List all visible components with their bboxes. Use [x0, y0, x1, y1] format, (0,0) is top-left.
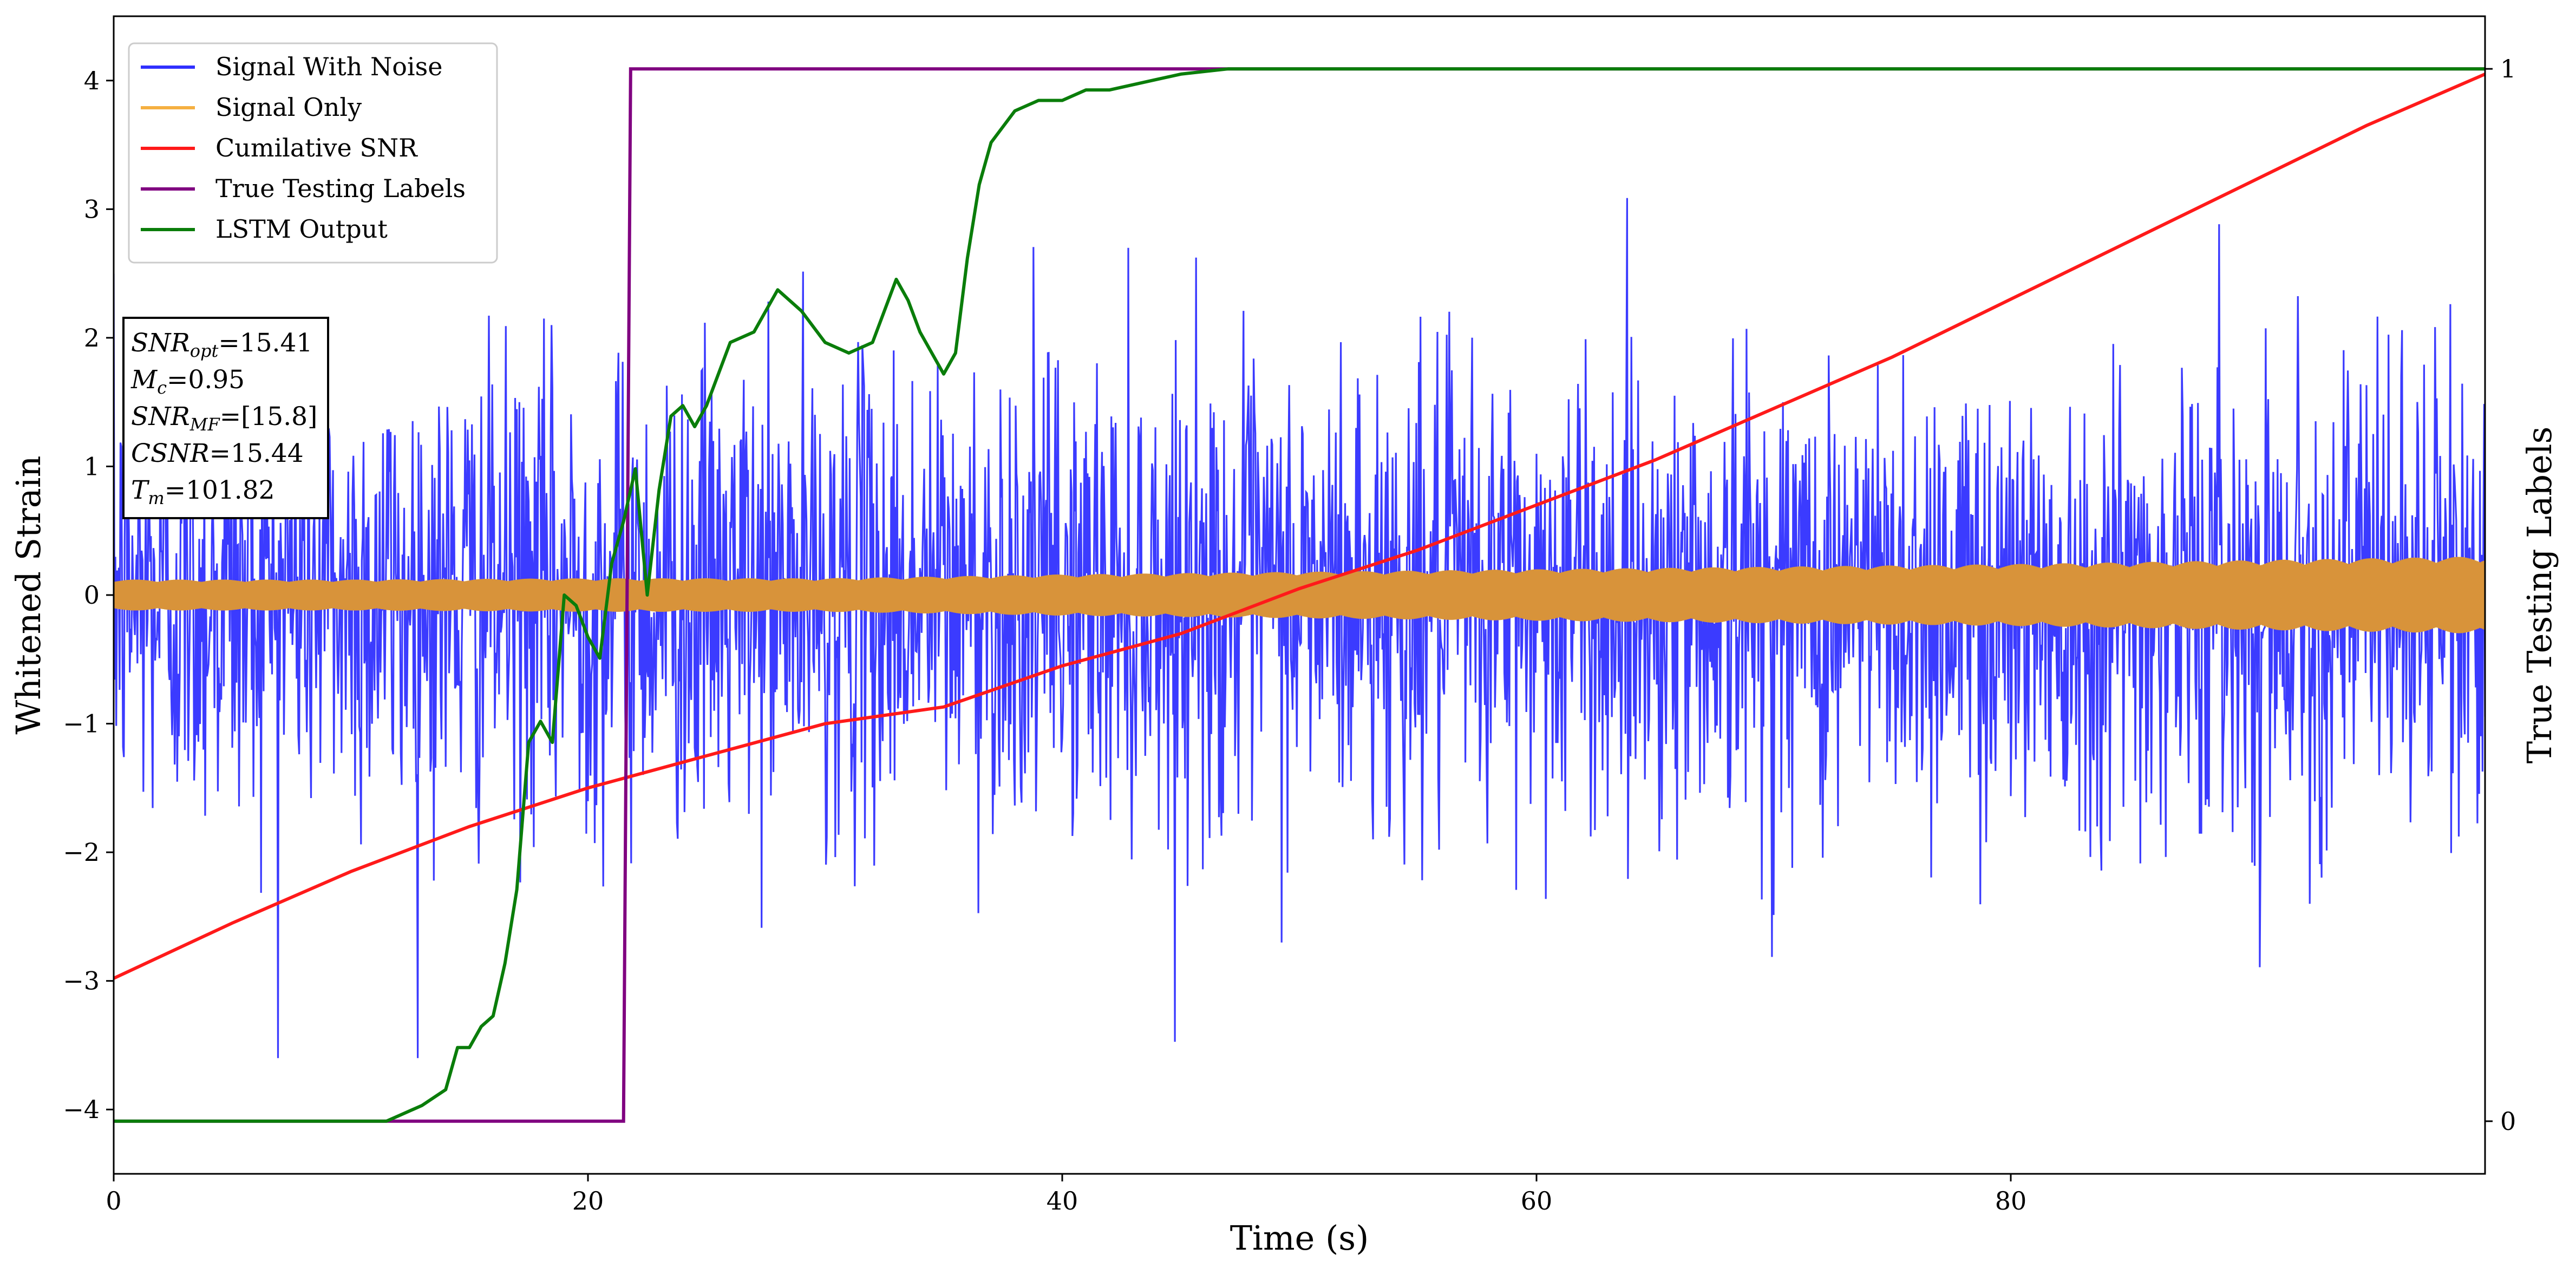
series-signal-only: [114, 557, 2485, 633]
y2-tick-label: 1: [2500, 54, 2516, 83]
info-line: Tm=101.82: [131, 475, 275, 508]
x-tick-label: 0: [106, 1186, 121, 1216]
series-cumulative-snr: [114, 73, 2485, 980]
y-tick-label: −2: [63, 838, 100, 867]
series-lstm-output: [114, 67, 2485, 1123]
y-tick-label: 2: [84, 323, 100, 352]
legend-label: Signal With Noise: [215, 52, 442, 81]
info-box-frame: [122, 317, 329, 519]
snr-info-box: SNRopt=15.41 Mc=0.95 SNRMF=[15.8] CSNR=15.4…: [122, 317, 329, 519]
y2-axis-title: True Testing Labels: [2520, 427, 2559, 764]
legend-label: Cumilative SNR: [215, 133, 418, 162]
y2-tick-label: 0: [2500, 1107, 2516, 1136]
x-tick-label: 40: [1047, 1186, 1078, 1216]
x-axis-title: Time (s): [1230, 1218, 1369, 1258]
legend-label: Signal Only: [215, 93, 362, 122]
legend-label: True Testing Labels: [215, 174, 466, 203]
series-signal-with-noise: [114, 198, 2485, 1059]
y-tick-label: 0: [84, 580, 100, 610]
legend: Signal With Noise Signal Only Cumilative S…: [128, 42, 498, 264]
y-tick-label: 3: [84, 194, 100, 224]
legend-box: [128, 42, 498, 264]
y-tick-label: −3: [63, 966, 100, 996]
legend-label: LSTM Output: [215, 214, 388, 244]
x-tick-label: 60: [1521, 1186, 1553, 1216]
info-line: Mc=0.95: [130, 365, 245, 398]
info-line: SNRMF=[15.8]: [131, 402, 317, 435]
y-axis-title: Whitened Strain: [9, 456, 48, 735]
plot-data-layer: [114, 67, 2485, 1123]
y-tick-label: 4: [84, 66, 100, 95]
info-line: CSNR=15.44: [131, 439, 304, 468]
x-tick-label: 80: [1995, 1186, 2027, 1216]
y-tick-label: −4: [63, 1095, 100, 1124]
info-line: SNRopt=15.41: [131, 328, 312, 361]
x-tick-label: 20: [572, 1186, 604, 1216]
y-tick-label: −1: [63, 709, 100, 739]
y-tick-label: 1: [84, 452, 100, 481]
